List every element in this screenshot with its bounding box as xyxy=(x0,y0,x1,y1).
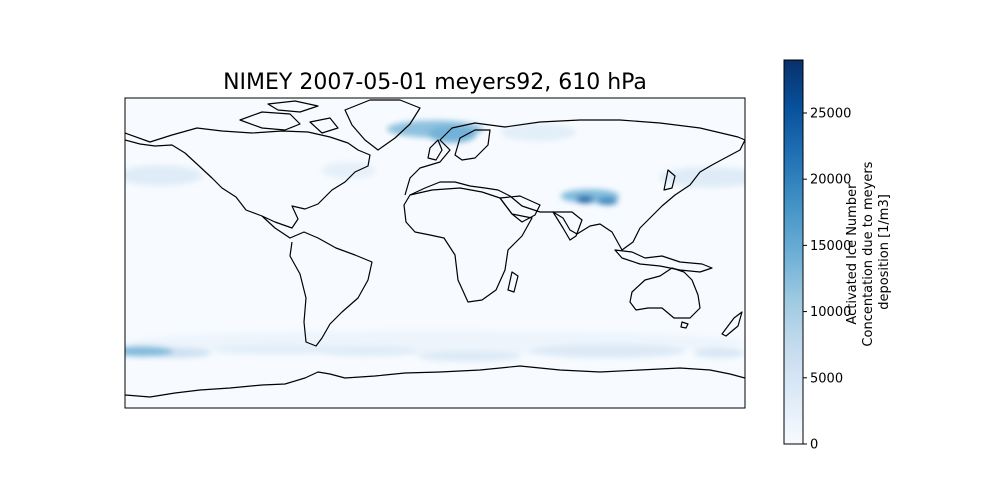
concentration-blob xyxy=(211,344,349,355)
coastline-arabia xyxy=(499,195,541,223)
coastline-scandinavia xyxy=(454,129,491,161)
coastline-india xyxy=(552,211,583,241)
concentration-blob xyxy=(314,346,418,357)
concentration-blob xyxy=(500,123,577,142)
concentration-blob xyxy=(417,351,522,362)
coastline-greenland xyxy=(344,99,421,151)
coastline-se-asia-islands xyxy=(614,249,713,273)
colorbar-label-line-3: deposition [1/m3] xyxy=(877,194,892,310)
coastline-tasmania xyxy=(680,321,689,329)
colorbar-tick-label: 0 xyxy=(810,438,818,453)
concentration-blob xyxy=(596,197,618,205)
map-background xyxy=(125,98,745,408)
concentration-blob xyxy=(321,161,377,179)
concentration-blob xyxy=(125,346,174,357)
concentration-blob xyxy=(576,196,594,204)
colorbar: 0 5000 10000 15000 20000 25000 Activated Ice … xyxy=(783,59,892,453)
colorbar-tick-label: 5000 xyxy=(810,371,843,386)
coastline-arctic-islands xyxy=(239,100,339,134)
coastline-madagascar xyxy=(507,271,519,293)
map-panel xyxy=(125,98,745,408)
coastline-australia xyxy=(629,267,701,319)
coastline-new-zealand xyxy=(721,311,743,337)
colorbar-ticks: 0 5000 10000 15000 20000 25000 xyxy=(803,106,851,453)
colorbar-gradient xyxy=(783,59,804,445)
concentration-blob xyxy=(693,347,745,359)
plot-title: NIMEY 2007-05-01 meyers92, 610 hPa xyxy=(223,70,647,95)
colorbar-tick-label: 20000 xyxy=(810,173,851,188)
concentration-blob xyxy=(658,166,745,188)
coastline-british-isles xyxy=(427,139,443,161)
coastline-africa xyxy=(403,187,533,303)
concentration-field xyxy=(125,120,745,362)
colorbar-tick-label: 10000 xyxy=(810,305,851,320)
colorbar-label: Activated Ice Number Concentation due to… xyxy=(845,157,892,346)
map-frame xyxy=(124,97,746,409)
concentration-blob xyxy=(428,125,477,143)
coastline-antarctica xyxy=(125,365,745,398)
coastline-eurasia xyxy=(404,119,745,251)
colorbar-tick-label: 15000 xyxy=(810,239,851,254)
concentration-blob xyxy=(125,165,203,186)
coastline-north-america xyxy=(125,127,371,229)
concentration-blob xyxy=(529,344,685,359)
coastline-japan xyxy=(663,169,676,191)
coastline-south-america xyxy=(261,215,373,347)
colorbar-label-line-2: Concentation due to meyers xyxy=(861,161,876,346)
coastlines xyxy=(125,99,745,398)
colorbar-tick-label: 25000 xyxy=(810,106,851,121)
colorbar-label-line-1: Activated Ice Number xyxy=(845,183,860,325)
